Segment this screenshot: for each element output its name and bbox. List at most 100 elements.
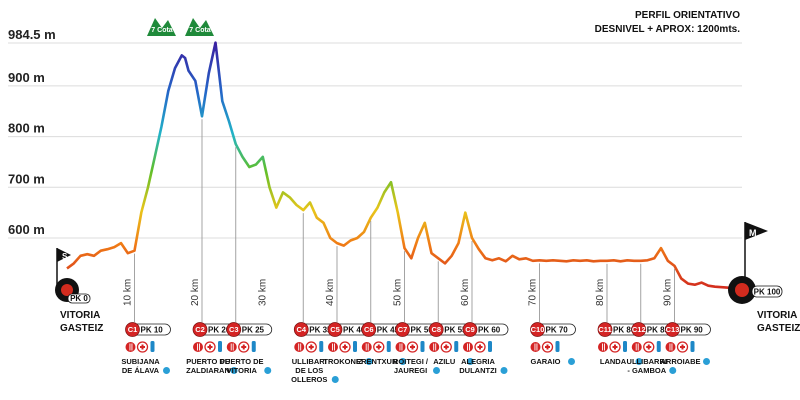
- checkpoint-place: ULLIBARI: [292, 357, 327, 366]
- food-icon: [125, 342, 136, 352]
- food-icon-knife: [232, 343, 234, 351]
- food-icon-knife: [637, 343, 639, 351]
- medical-cross-v: [209, 344, 211, 350]
- x-tick-label: 80 km: [595, 279, 606, 306]
- svg-text:PK 0: PK 0: [70, 294, 88, 303]
- water-bottle-icon: [150, 341, 155, 352]
- y-tick-label: 700 m: [8, 171, 45, 186]
- checkpoint-place: ERENTXUN: [356, 357, 397, 366]
- chart-title: PERFIL ORIENTATIVO: [635, 10, 740, 21]
- checkpoint-code: C5: [330, 325, 340, 334]
- y-tick-label: 900 m: [8, 70, 45, 85]
- info-icon: [230, 367, 238, 374]
- end-city-line1: VITORIA: [757, 310, 797, 321]
- svg-text:PK 100: PK 100: [754, 288, 781, 297]
- finish-marker: M PK 100: [728, 222, 783, 304]
- food-icon: [361, 342, 372, 352]
- svg-text:M: M: [749, 228, 757, 238]
- checkpoint-pk: PK 25: [242, 326, 265, 335]
- checkpoint-code: C12: [632, 325, 646, 334]
- checkpoint-place: PUERTO DE: [186, 357, 230, 366]
- food-icon-knife: [300, 343, 302, 351]
- checkpoint-c13: C13 PK 90 ARROIABE: [660, 322, 711, 366]
- checkpoint-badge: [631, 322, 647, 337]
- checkpoint-code: C2: [195, 325, 205, 334]
- food-icon-knife: [367, 343, 369, 351]
- info-icon: [669, 367, 677, 374]
- y-tick-label: 800 m: [8, 121, 45, 136]
- checkpoint-place: ARROIABE: [660, 357, 700, 366]
- food-icon-fork: [669, 343, 671, 351]
- medical-cross-v: [242, 344, 245, 350]
- x-axis-ticks: 10 km 20 km 30 km 40 km 50 km 60 km 70 km 80 km…: [123, 279, 674, 306]
- medical-cross-v: [647, 344, 650, 350]
- checkpoint-pk: PK 85: [647, 326, 670, 335]
- info-icon: [365, 358, 373, 365]
- start-city-line2: GASTEIZ: [60, 323, 103, 334]
- checkpoint-badge: [361, 322, 377, 337]
- medical-cross-v: [411, 344, 414, 350]
- checkpoint-c10: C10 PK 70 GARAIO: [530, 322, 576, 366]
- checkpoint-lines: [134, 119, 675, 322]
- checkpoint-code: C10: [531, 325, 545, 334]
- food-icon: [395, 342, 406, 352]
- checkpoint-code: C13: [666, 325, 680, 334]
- food-icon-knife: [435, 343, 437, 351]
- checkpoint-code: C7: [398, 325, 408, 334]
- checkpoint-badge: [428, 322, 444, 337]
- checkpoint-code: C9: [465, 325, 475, 334]
- checkpoint-badge: [293, 322, 309, 337]
- medical-cross-v: [479, 344, 481, 350]
- water-bottle-icon: [454, 341, 459, 352]
- checkpoint-badge: [327, 322, 343, 337]
- checkpoint-c6: C6 PK 45 ERENTXUN: [356, 322, 408, 366]
- checkpoint-code: C8: [431, 325, 441, 334]
- x-tick-label: 70 km: [528, 279, 539, 306]
- y-tick-label: 984.5 m: [8, 27, 56, 42]
- food-icon: [665, 342, 676, 352]
- x-tick-label: 10 km: [123, 279, 134, 306]
- checkpoint-code: C4: [296, 325, 306, 334]
- x-tick-label: 90 km: [663, 279, 674, 306]
- checkpoint-place: - GAMBOA: [627, 366, 666, 375]
- medical-cross-v: [344, 344, 346, 350]
- water-bottle-icon: [218, 341, 222, 352]
- checkpoint-pk: PK 60: [478, 326, 501, 335]
- checkpoint-code: C6: [364, 325, 374, 334]
- checkpoint-badge: [665, 322, 680, 337]
- medical-cross-v: [681, 344, 684, 350]
- food-icon-knife: [536, 343, 538, 351]
- checkpoint-c7: C7 PK 50 ROITEGI /JAUREGI: [393, 322, 441, 375]
- water-bottle-icon: [386, 341, 391, 352]
- medical-cross-v: [377, 344, 380, 350]
- food-icon-knife: [469, 343, 470, 351]
- food-icon-fork: [433, 343, 435, 351]
- y-tick-label: 600 m: [8, 222, 45, 237]
- food-icon: [294, 342, 305, 352]
- medical-cross-v: [614, 344, 616, 350]
- checkpoint-pk: PK 90: [681, 326, 704, 335]
- info-icon: [500, 367, 508, 374]
- info-icon: [568, 358, 575, 365]
- checkpoint-badge: [125, 322, 140, 337]
- food-icon-knife: [401, 343, 403, 351]
- water-bottle-icon: [319, 341, 324, 352]
- checkpoint-place: ALEGRIA: [461, 357, 495, 366]
- checkpoint-badge: [462, 322, 478, 337]
- checkpoint-pk: PK 45: [377, 326, 400, 335]
- checkpoint-badge: [530, 322, 545, 337]
- checkpoint-badge: [597, 322, 613, 337]
- checkpoint-place: JAUREGI: [394, 366, 427, 375]
- chart-subtitle: DESNIVEL + APROX: 1200mts.: [595, 24, 741, 35]
- checkpoint-place: LANDA: [600, 357, 627, 366]
- food-icon: [598, 342, 608, 352]
- x-tick-label: 20 km: [190, 279, 201, 306]
- checkpoint-place: TROKONIZ: [323, 357, 363, 366]
- checkpoint-place: ZALDIARAN: [186, 366, 230, 375]
- food-icon: [328, 342, 338, 352]
- checkpoint-pk: PK 55: [444, 326, 467, 335]
